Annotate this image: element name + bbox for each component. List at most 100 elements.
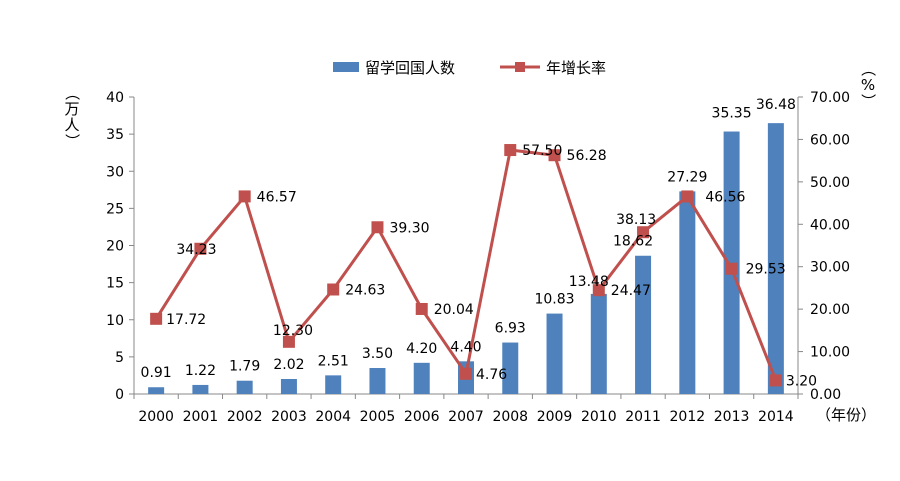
x-tick-label: 2006 (404, 409, 440, 425)
left-tick-label: 35 (106, 127, 124, 143)
growth-marker-2008 (504, 144, 517, 157)
rate-label-2013: 29.53 (746, 262, 786, 278)
bar-2003 (280, 379, 297, 394)
bar-label-2012: 27.29 (667, 169, 707, 185)
bar-2014 (767, 123, 784, 395)
x-tick-label: 2007 (448, 409, 484, 425)
rate-label-2012: 46.56 (705, 189, 745, 205)
left-tick-label: 20 (106, 239, 124, 255)
x-tick-label: 2005 (360, 409, 396, 425)
left-tick-label: 40 (106, 90, 124, 106)
growth-marker-2011 (637, 226, 650, 239)
data-labels: 0.91 1.22 1.79 2.02 2.51 3.50 4.20 4.40 6.93 10.8… (141, 97, 817, 389)
rate-label-2002: 46.57 (257, 189, 297, 205)
legend-line-label: 年增长率 (546, 59, 606, 77)
bar-label-2011: 18.62 (613, 234, 653, 250)
right-unit-char: （ (859, 61, 877, 76)
growth-marker-2006 (415, 302, 428, 315)
bar-2002 (236, 380, 253, 394)
bar-label-2014: 36.48 (756, 97, 796, 113)
x-axis-unit: （年份） (816, 406, 876, 424)
bar-2008 (502, 342, 519, 394)
growth-marker-2010 (592, 284, 605, 297)
left-unit-char: ） (63, 133, 81, 148)
left-tick-label: 15 (106, 276, 124, 292)
left-unit-char: 人 (64, 116, 79, 134)
bar-label-2005: 3.50 (362, 346, 393, 362)
x-tick-label: 2003 (271, 409, 307, 425)
rate-label-2004: 24.63 (345, 282, 385, 298)
bar-label-2000: 0.91 (141, 365, 172, 381)
rate-label-2005: 39.30 (389, 220, 429, 236)
bar-2012 (679, 191, 696, 394)
rate-label-2008: 57.50 (522, 143, 562, 159)
bar-label-2007: 4.40 (450, 339, 481, 355)
bar-2009 (546, 313, 563, 394)
bar-2001 (192, 384, 209, 394)
left-tick-label: 25 (106, 201, 124, 217)
bar-label-2013: 35.35 (712, 106, 752, 122)
rate-label-2007: 4.76 (476, 367, 507, 383)
bar-label-2004: 2.51 (318, 353, 349, 369)
right-unit-char: % (861, 76, 875, 94)
left-unit-char: （ (63, 85, 81, 100)
line-series (150, 144, 782, 387)
right-unit-char: ） (859, 93, 877, 108)
x-tick-label: 2010 (581, 409, 617, 425)
x-tick-label: 2008 (492, 409, 528, 425)
left-tick-label: 10 (106, 313, 124, 329)
growth-marker-2007 (460, 367, 472, 380)
growth-marker-2000 (150, 312, 163, 325)
bar-label-2010: 13.48 (569, 274, 609, 290)
rate-label-2006: 20.04 (434, 302, 474, 318)
right-tick-label: 70.00 (810, 90, 850, 106)
legend-bar-label: 留学回国人数 (365, 59, 455, 77)
x-tick-label: 2009 (537, 409, 573, 425)
bar-2010 (590, 293, 607, 394)
right-tick-label: 20.00 (810, 302, 850, 318)
legend: 留学回国人数 年增长率 (333, 59, 606, 77)
bar-2011 (635, 255, 652, 394)
growth-marker-2009 (548, 149, 561, 162)
x-tick-label: 2014 (758, 409, 794, 425)
growth-marker-2012 (681, 190, 694, 203)
bar-label-2001: 1.22 (185, 363, 216, 379)
left-tick-label: 30 (106, 164, 124, 180)
right-axis-unit: （%） (859, 61, 877, 108)
x-tick-label: 2001 (183, 409, 219, 425)
legend-line-marker (515, 62, 525, 72)
right-tick-label: 60.00 (810, 132, 850, 148)
rate-label-2000: 17.72 (166, 312, 206, 328)
right-tick-label: 50.00 (810, 175, 850, 191)
left-unit-char: 万 (64, 100, 79, 118)
x-tick-label: 2000 (138, 409, 174, 425)
growth-marker-2002 (238, 190, 251, 203)
left-tick-label: 0 (115, 387, 124, 403)
bar-2006 (413, 362, 430, 394)
bar-2000 (148, 387, 165, 394)
growth-marker-2014 (769, 374, 782, 387)
x-tick-label: 2012 (670, 409, 706, 425)
right-tick-label: 40.00 (810, 217, 850, 233)
rate-label-2014: 3.20 (786, 373, 817, 389)
x-tick-label: 2011 (625, 409, 661, 425)
x-tick-label: 2004 (315, 409, 351, 425)
growth-marker-2004 (327, 283, 340, 296)
rate-label-2009: 56.28 (567, 148, 607, 164)
x-tick-label: 2002 (227, 409, 263, 425)
bar-label-2003: 2.02 (273, 357, 304, 373)
growth-marker-2003 (282, 335, 295, 348)
legend-bar-swatch (333, 62, 359, 72)
rate-label-2001: 34.23 (176, 242, 216, 258)
growth-marker-2001 (194, 242, 207, 255)
bar-2004 (325, 375, 342, 394)
bar-label-2002: 1.79 (229, 359, 260, 375)
left-tick-label: 5 (115, 350, 124, 366)
bar-label-2008: 6.93 (495, 321, 526, 337)
rate-label-2011: 38.13 (616, 212, 656, 228)
bar-label-2009: 10.83 (534, 292, 574, 308)
right-tick-label: 30.00 (810, 260, 850, 276)
rate-label-2010: 24.47 (611, 283, 651, 299)
left-axis-unit: （万人） (63, 85, 81, 148)
